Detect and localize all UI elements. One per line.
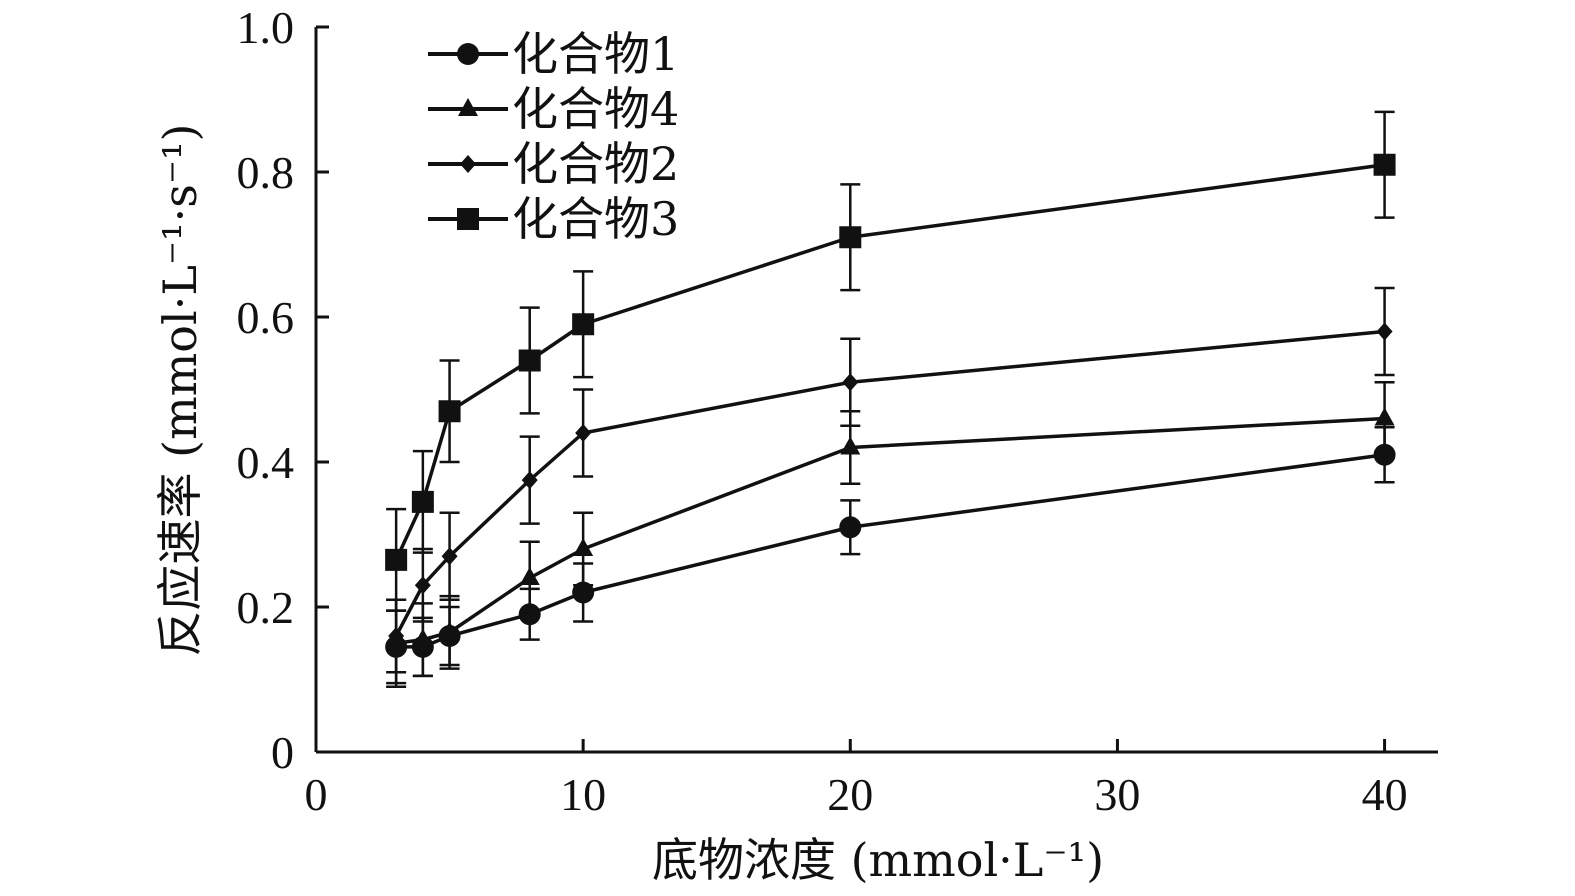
y-tick-label: 0.4 <box>237 437 295 488</box>
series-1 <box>385 425 1396 685</box>
series-line <box>394 329 1385 637</box>
x-tick-label: 30 <box>1094 769 1140 820</box>
triangle-marker <box>412 628 433 647</box>
legend-entry-1: 化合物1 <box>428 27 679 81</box>
ticks: 0 0.2 0.4 0.6 0.8 1.0 0 10 20 30 40 <box>237 2 1408 820</box>
circle-marker <box>457 43 479 65</box>
diamond-marker <box>388 627 405 645</box>
legend-entry-2: 化合物4 <box>428 82 679 136</box>
triangle-marker <box>439 621 460 640</box>
series-line <box>396 453 1385 649</box>
triangle-marker <box>458 98 478 116</box>
x-tick-label: 40 <box>1362 769 1408 820</box>
legend-label: 化合物4 <box>512 82 679 136</box>
square-marker <box>457 208 479 230</box>
y-tick-label: 0.6 <box>237 292 295 343</box>
y-axis-title: 反应速率 (mmol·L⁻¹·s⁻¹) <box>153 124 207 657</box>
diamond-marker <box>460 155 476 173</box>
x-tick-label: 10 <box>560 769 606 820</box>
square-marker <box>385 548 408 571</box>
x-tick-label: 20 <box>827 769 873 820</box>
legend-label: 化合物3 <box>512 192 679 246</box>
diamond-marker <box>575 424 592 442</box>
series-2 <box>386 381 1395 688</box>
legend-entry-4: 化合物3 <box>428 192 679 246</box>
square-marker <box>839 226 862 249</box>
legend-entry-3: 化合物2 <box>428 137 679 191</box>
triangle-marker <box>840 436 861 455</box>
y-tick-label: 0.8 <box>237 147 295 198</box>
diamond-marker <box>414 576 431 595</box>
legend-label: 化合物1 <box>512 27 679 81</box>
square-marker <box>518 349 541 372</box>
square-marker <box>1373 153 1396 176</box>
diamond-marker <box>521 471 538 490</box>
diamond-marker <box>441 547 458 566</box>
x-axis-title: 底物浓度 (mmol·L⁻¹) <box>652 833 1104 887</box>
circle-marker <box>572 581 595 604</box>
triangle-marker <box>1374 407 1395 426</box>
square-marker <box>411 490 434 513</box>
circle-marker <box>839 516 862 539</box>
legend-label: 化合物2 <box>512 137 679 191</box>
square-marker <box>438 400 461 423</box>
series-layer <box>385 110 1396 688</box>
y-tick-label: 0 <box>271 727 294 778</box>
diamond-marker <box>1376 322 1393 341</box>
triangle-marker <box>519 567 540 585</box>
x-tick-label: 0 <box>305 769 328 820</box>
diamond-marker <box>842 373 859 392</box>
triangle-marker <box>573 538 594 556</box>
square-marker <box>572 313 595 336</box>
y-tick-label: 0.2 <box>237 582 295 633</box>
axes <box>314 27 1438 754</box>
series-4 <box>385 110 1396 612</box>
y-tick-label: 1.0 <box>237 2 295 53</box>
